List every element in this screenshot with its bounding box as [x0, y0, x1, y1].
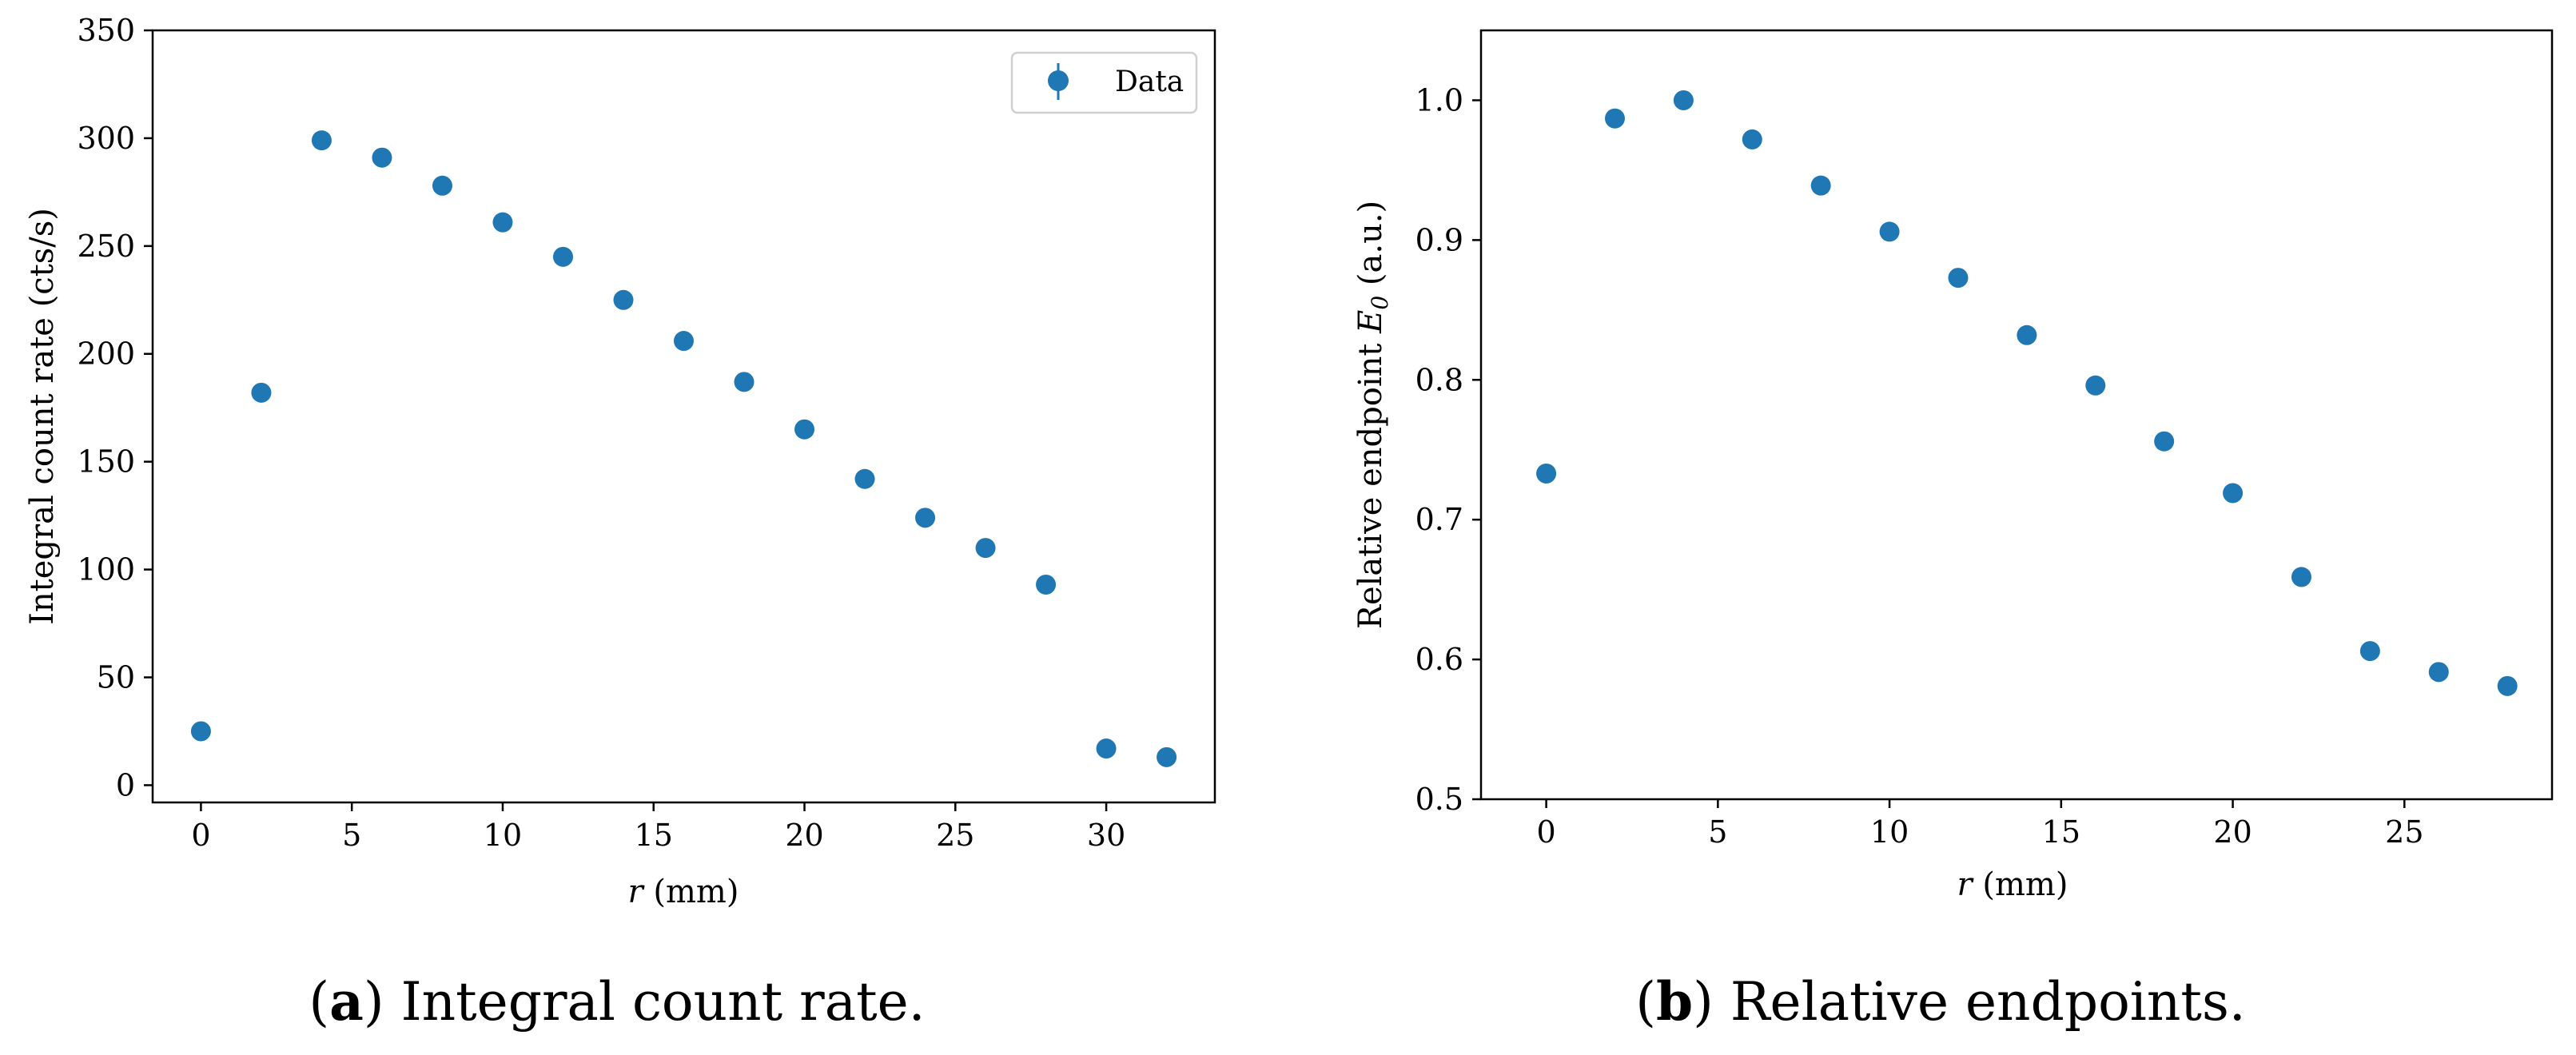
data-point-b [2359, 641, 2380, 662]
data-points-a [190, 130, 1177, 767]
y-tick-label-b: 0.9 [1415, 222, 1463, 257]
data-point-a [794, 419, 815, 440]
x-tick-label-a: 5 [342, 818, 361, 853]
y-tick-label-b: 0.5 [1415, 782, 1463, 817]
y-tick-label-a: 150 [77, 444, 135, 480]
data-point-a [1036, 574, 1057, 595]
x-tick-label-b: 25 [2385, 814, 2423, 850]
x-tick-label-a: 30 [1087, 818, 1125, 853]
y-tick-label-a: 0 [116, 767, 135, 802]
data-point-b [2154, 431, 2175, 452]
y-tick-label-a: 350 [77, 13, 135, 48]
data-point-b [2223, 483, 2244, 504]
data-point-b [1879, 221, 1900, 242]
caption-a: (a) Integral count rate. [309, 970, 925, 1033]
data-point-b [1605, 108, 1625, 129]
data-point-a [190, 721, 211, 742]
x-tick-label-b: 20 [2213, 814, 2252, 850]
data-point-b [2085, 375, 2106, 396]
data-point-b [2497, 675, 2518, 696]
y-tick-label-a: 250 [77, 229, 135, 264]
y-tick-label-b: 0.6 [1415, 642, 1463, 677]
panel-b: 0.5 0.6 0.7 0.8 0.9 1.0 0 5 10 15 20 25 Relative e… [1352, 29, 2554, 1033]
y-tick-label-a: 100 [77, 552, 135, 587]
y-tick-label-a: 300 [77, 121, 135, 156]
x-tick-label-b: 5 [1708, 814, 1727, 850]
data-point-a [251, 382, 272, 403]
x-tick-label-a: 20 [785, 818, 823, 853]
y-ticks-a: 0 50 100 150 200 250 300 350 [77, 13, 153, 802]
y-tick-label-b: 0.8 [1415, 362, 1463, 397]
data-point-b [1810, 175, 1831, 196]
data-point-b [2291, 567, 2311, 587]
data-point-a [432, 175, 452, 196]
x-axis-label-b: r (mm) [1957, 866, 2068, 903]
legend-label: Data [1115, 66, 1184, 98]
x-tick-label-a: 25 [936, 818, 974, 853]
data-point-b [1536, 463, 1557, 484]
data-point-a [1157, 746, 1177, 767]
y-tick-label-a: 200 [77, 336, 135, 372]
legend: Data [1010, 51, 1198, 114]
data-point-a [372, 147, 392, 168]
data-point-b [2017, 324, 2037, 345]
y-tick-label-b: 1.0 [1415, 82, 1463, 117]
data-point-a [975, 538, 996, 559]
x-tick-label-a: 10 [484, 818, 522, 853]
data-point-a [734, 372, 754, 392]
y-axis-label-b: Relative endpoint E0 (a.u.) [1352, 201, 1393, 629]
data-points-b [1536, 90, 2518, 696]
x-axis-label-a: r (mm) [628, 874, 739, 910]
x-tick-label-b: 10 [1870, 814, 1909, 850]
x-ticks-b: 0 5 10 15 20 25 [1537, 799, 2424, 850]
y-tick-label-b: 0.7 [1415, 502, 1463, 537]
x-ticks-a: 0 5 10 15 20 25 30 [191, 802, 1125, 853]
x-tick-label-a: 15 [635, 818, 673, 853]
data-point-a [311, 130, 332, 151]
data-point-a [1096, 738, 1117, 759]
plot-frame-a [151, 29, 1216, 804]
x-tick-label-b: 15 [2042, 814, 2080, 850]
caption-b: (b) Relative endpoints. [1635, 970, 2246, 1033]
x-tick-label-b: 0 [1537, 814, 1556, 850]
y-tick-label-a: 50 [97, 659, 135, 695]
data-point-a [674, 331, 694, 352]
y-ticks-b: 0.5 0.6 0.7 0.8 0.9 1.0 [1415, 82, 1481, 817]
data-point-a [915, 508, 936, 528]
legend-marker [1048, 70, 1069, 91]
data-point-a [613, 289, 634, 310]
data-point-a [492, 212, 513, 233]
data-point-b [1742, 129, 1762, 149]
x-tick-label-a: 0 [191, 818, 210, 853]
data-point-a [552, 246, 573, 267]
plot-frame-b [1479, 29, 2554, 801]
data-point-b [1948, 268, 1969, 289]
y-axis-label-a: Integral count rate (cts/s) [24, 208, 61, 625]
data-point-a [854, 468, 875, 489]
data-point-b [1673, 90, 1694, 110]
data-point-b [2428, 662, 2449, 683]
